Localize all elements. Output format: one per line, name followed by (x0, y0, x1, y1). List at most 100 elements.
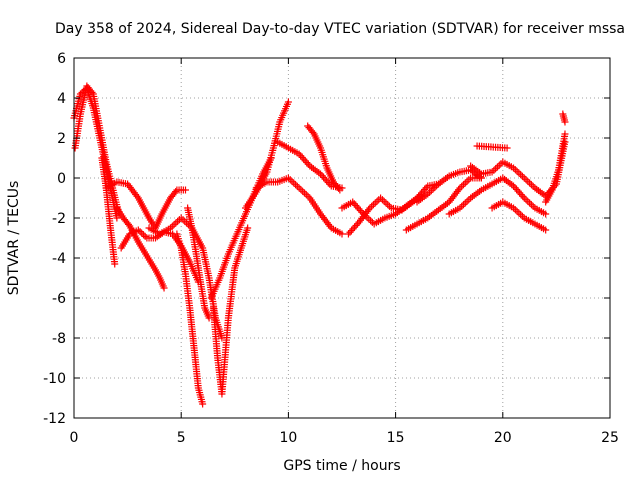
data-point (517, 191, 525, 199)
data-point (338, 230, 346, 238)
data-point (382, 199, 390, 207)
data-point (295, 150, 303, 158)
data-point (88, 88, 96, 96)
data-point (292, 181, 300, 189)
data-point (463, 177, 471, 185)
series-track-07 (145, 214, 226, 342)
x-tick-label: 20 (494, 430, 512, 446)
data-point (517, 211, 525, 219)
data-point (290, 179, 298, 187)
data-point (524, 197, 532, 205)
y-tick-label: -2 (52, 211, 66, 227)
data-point (286, 176, 294, 184)
series-track-04 (102, 178, 189, 232)
data-point (561, 118, 569, 126)
y-tick-label: -4 (52, 251, 66, 267)
data-point (493, 163, 501, 171)
y-tick-label: -10 (43, 371, 66, 387)
data-point (373, 197, 381, 205)
y-axis-label: SDTVAR / TECUs (6, 181, 22, 296)
data-point (355, 205, 363, 213)
data-point (350, 200, 358, 208)
data-point (356, 207, 364, 215)
data-point (284, 98, 292, 106)
data-point (174, 217, 182, 225)
data-point (371, 199, 379, 207)
series-track-13 (252, 174, 346, 238)
series-track-17 (344, 192, 425, 238)
x-tick-label: 15 (387, 430, 405, 446)
series-track-05 (113, 204, 168, 292)
data-point (516, 189, 524, 197)
data-point (351, 223, 359, 231)
series-track-09 (184, 204, 213, 322)
data-point (459, 181, 467, 189)
data-point (527, 201, 535, 209)
y-tick-label: 6 (57, 51, 66, 67)
data-point (124, 220, 132, 228)
data-point (517, 171, 525, 179)
series-track-19 (413, 166, 485, 206)
series-track-10 (209, 224, 252, 398)
data-point (368, 202, 376, 210)
data-point (141, 232, 149, 240)
data-point (181, 186, 189, 194)
data-point (377, 194, 385, 202)
data-point (422, 184, 430, 192)
data-point (297, 186, 305, 194)
x-tick-label: 0 (70, 430, 79, 446)
data-point (524, 177, 532, 185)
series-track-20 (445, 174, 550, 218)
data-point (336, 186, 344, 194)
data-point (326, 180, 334, 188)
data-point (160, 284, 168, 292)
series-track-25 (473, 142, 511, 152)
data-point (527, 181, 535, 189)
data-point (380, 197, 388, 205)
y-tick-label: -12 (43, 411, 66, 427)
data-point (511, 184, 519, 192)
data-point (492, 165, 500, 173)
data-point (378, 196, 386, 204)
data-point (317, 170, 325, 178)
data-point (503, 144, 511, 152)
data-point (300, 189, 308, 197)
data-point (318, 172, 326, 180)
data-point (513, 207, 521, 215)
data-point (298, 153, 306, 161)
data-point (139, 231, 147, 239)
data-point (172, 219, 180, 227)
data-point (526, 179, 534, 187)
data-point (526, 199, 534, 207)
data-point (297, 152, 305, 160)
data-point (519, 192, 527, 200)
data-point (353, 203, 361, 211)
data-point (384, 201, 392, 209)
data-point (320, 173, 328, 181)
data-points (70, 82, 569, 408)
series-track-15 (304, 122, 344, 194)
series-track-24 (559, 110, 569, 126)
data-point (515, 169, 523, 177)
data-point (309, 128, 317, 136)
data-point (300, 155, 308, 163)
data-point (138, 229, 146, 237)
data-point (136, 228, 144, 236)
chart-title: Day 358 of 2024, Sidereal Day-to-day VTE… (55, 21, 625, 37)
data-point (346, 228, 354, 236)
x-axis-label: GPS time / hours (283, 458, 400, 474)
data-point (520, 194, 528, 202)
y-tick-label: 2 (57, 131, 66, 147)
y-tick-label: -8 (52, 331, 66, 347)
series-track-21 (467, 138, 569, 200)
grid (74, 58, 610, 418)
data-point (113, 214, 121, 222)
series-track-02 (71, 82, 123, 218)
data-point (170, 221, 178, 229)
y-tick-label: -6 (52, 291, 66, 307)
data-point (465, 176, 473, 184)
x-tick-label: 10 (279, 430, 297, 446)
data-point (421, 185, 429, 193)
data-point (344, 230, 352, 238)
